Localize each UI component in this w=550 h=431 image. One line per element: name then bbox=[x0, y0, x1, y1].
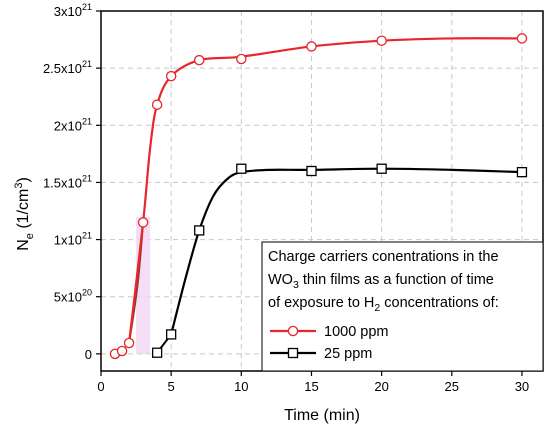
y-tick-mantissa: 2.5x10 bbox=[43, 61, 82, 76]
y-title-subscript: e bbox=[24, 233, 36, 239]
legend-text-part: thin films as a function of time bbox=[299, 272, 494, 288]
point-1000-ppm bbox=[151, 99, 163, 110]
y-tick-label: 1.5x1021 bbox=[43, 173, 92, 190]
legend-text-part: WO bbox=[268, 272, 293, 288]
point-1000-ppm bbox=[193, 54, 205, 66]
point-1000-ppm bbox=[516, 33, 528, 44]
y-title-base: N bbox=[15, 239, 32, 251]
legend-title-line: of exposure to H2 concentrations of: bbox=[268, 295, 499, 314]
legend-marker bbox=[287, 347, 299, 359]
y-title-unit: (1/cm bbox=[15, 189, 32, 233]
y-tick-exponent: 20 bbox=[82, 288, 92, 298]
x-axis-title: Time (min) bbox=[284, 407, 360, 424]
y-tick-label: 1x1021 bbox=[54, 231, 92, 248]
point-25-ppm bbox=[194, 225, 205, 236]
y-axis-title: Ne (1/cm3) bbox=[13, 177, 36, 251]
y-tick-mantissa: 0 bbox=[85, 347, 92, 362]
legend-marker bbox=[287, 325, 299, 337]
x-tick-label: 15 bbox=[304, 379, 318, 394]
y-tick-exponent: 21 bbox=[82, 173, 92, 183]
point-1000-ppm bbox=[165, 70, 177, 82]
point-1000-ppm bbox=[236, 53, 247, 65]
markers bbox=[109, 33, 528, 360]
point-1000-ppm bbox=[137, 217, 149, 228]
y-tick-label: 0 bbox=[85, 347, 92, 362]
point-1000-ppm bbox=[123, 337, 135, 349]
x-tick-label: 25 bbox=[445, 379, 459, 394]
point-1000-ppm bbox=[116, 345, 128, 357]
legend-label: 1000 ppm bbox=[324, 324, 389, 340]
y-tick-exponent: 21 bbox=[82, 59, 92, 69]
y-tick-label: 2.5x1021 bbox=[43, 59, 92, 76]
legend-subscript: 3 bbox=[293, 279, 299, 291]
y-tick-exponent: 21 bbox=[82, 116, 92, 126]
y-tick-label: 3x1021 bbox=[54, 2, 92, 19]
y-tick-mantissa: 1.5x10 bbox=[43, 175, 82, 190]
y-tick-label: 5x1020 bbox=[54, 288, 92, 305]
x-tick-label: 10 bbox=[234, 379, 248, 394]
legend-subscript: 2 bbox=[374, 302, 380, 314]
y-tick-mantissa: 2x10 bbox=[54, 118, 82, 133]
legend-title-line: Charge carriers conentrations in the bbox=[268, 249, 499, 265]
y-tick-mantissa: 3x10 bbox=[54, 4, 82, 19]
legend-label: 25 ppm bbox=[324, 346, 372, 362]
y-tick-mantissa: 5x10 bbox=[54, 290, 82, 305]
point-25-ppm bbox=[236, 163, 247, 174]
x-tick-label: 20 bbox=[374, 379, 388, 394]
y-tick-exponent: 21 bbox=[82, 231, 92, 241]
legend-box bbox=[261, 241, 544, 372]
legend: Charge carriers conentrations in the WO3 … bbox=[261, 241, 544, 372]
point-1000-ppm bbox=[306, 41, 317, 52]
legend-title-line: WO3 thin films as a function of time bbox=[268, 272, 494, 291]
x-tick-label: 30 bbox=[515, 379, 529, 394]
point-25-ppm bbox=[376, 163, 387, 174]
legend-text-part: concentrations of: bbox=[380, 295, 499, 311]
x-axis: 0 5 10 15 20 25 30 bbox=[97, 371, 529, 394]
x-tick-label: 5 bbox=[168, 379, 175, 394]
point-25-ppm bbox=[516, 166, 528, 178]
y-title-unit-close: ) bbox=[15, 177, 32, 182]
point-25-ppm bbox=[151, 347, 163, 358]
legend-text-part: of exposure to H bbox=[268, 295, 374, 311]
y-tick-mantissa: 1x10 bbox=[54, 233, 82, 248]
y-tick-label: 2x1021 bbox=[54, 116, 92, 133]
y-axis: 05x10201x10211.5x10212x10212.5x10213x102… bbox=[43, 2, 101, 362]
y-title-superscript: 3 bbox=[13, 183, 25, 189]
point-25-ppm bbox=[306, 165, 317, 177]
point-1000-ppm bbox=[376, 35, 387, 46]
x-tick-label: 0 bbox=[97, 379, 104, 394]
point-25-ppm bbox=[166, 329, 177, 340]
y-tick-exponent: 21 bbox=[82, 2, 92, 12]
